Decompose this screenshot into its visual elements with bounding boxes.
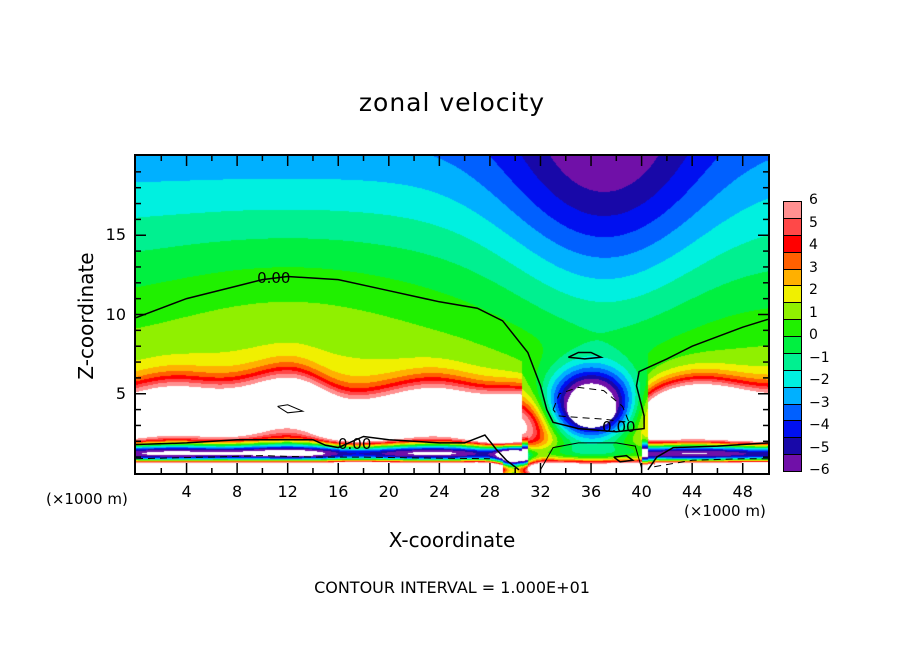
colorbar-tick-label: 0 [809,327,818,343]
colorbar-swatch [783,268,802,287]
x-tick-label: 32 [530,482,551,501]
negative-contour-surface [135,455,490,460]
colorbar-swatch [783,454,802,472]
colorbar-tick-label: 6 [809,192,818,208]
contour-label: 0.00 [338,435,371,453]
contour-small-bottom [613,454,635,463]
contour-label: 0.00 [257,269,290,287]
colorbar-swatch [783,285,802,304]
colorbar-tick-label: −2 [809,372,830,388]
x-tick-label: 28 [479,482,501,501]
colorbar-swatch [783,217,802,236]
x-tick-label: 8 [232,482,243,501]
colorbar-tick-label: −1 [809,349,830,366]
x-tick-label: 36 [580,482,602,501]
zero-contour-upper [135,275,769,433]
zero-contour-lower-right [647,442,769,471]
colorbar-swatch [783,302,802,321]
colorbar-tick-label: −3 [809,394,830,411]
velocity-field-heatmap [136,156,768,473]
x-tick-label: 44 [681,482,703,501]
colorbar-tick-label: 5 [809,214,818,231]
colorbar-tick-label: −4 [809,417,830,433]
x-tick-label: 24 [429,482,450,501]
x-tick-label: 4 [181,482,192,501]
colorbar-tick-label: 2 [809,282,818,298]
colorbar-swatch [783,369,802,388]
zero-contour-small-cell [567,351,604,360]
colorbar-swatch [783,420,802,439]
colorbar-tick-label: −5 [809,439,830,456]
y-tick-label: 5 [115,383,126,403]
plot-area: 0.00 0.00 0.00 [135,156,769,473]
colorbar-tick-label: −6 [809,462,830,478]
contour-interval-note: CONTOUR INTERVAL = 1.000E+01 [314,578,590,597]
colorbar-swatch [783,386,802,405]
x-unit-label-right: (×1000 m) [684,502,766,520]
negative-contour-surface-right [654,458,768,468]
colorbar-tick-label: 4 [809,237,818,253]
y-tick-label: 10 [105,304,126,324]
x-tick-label: 20 [378,482,399,501]
contour-label: 0.00 [602,418,635,436]
x-unit-label-left: (×1000 m) [46,490,128,508]
colorbar-swatch [783,201,802,219]
x-tick-label: 48 [732,482,753,501]
x-tick-label: 16 [328,482,349,501]
zero-contour-lower [135,434,520,471]
colorbar-swatch [783,319,802,337]
y-tick-label: 15 [105,225,126,245]
colorbar-swatch [783,336,802,354]
x-axis-title: X-coordinate [388,528,516,552]
colorbar-swatch [783,352,802,371]
colorbar-swatch [783,403,802,422]
colorbar [783,201,802,472]
colorbar-tick-label: 1 [809,304,818,321]
x-tick-label: 40 [631,482,652,501]
negative-cell-contour [552,386,630,423]
positive-contour-small [277,404,305,414]
x-tick-label: 12 [277,482,298,501]
contour-overlay: 0.00 0.00 0.00 [135,156,769,473]
colorbar-swatch [783,251,802,270]
chart-title: zonal velocity [358,88,546,117]
colorbar-swatch [783,234,802,253]
contour-bottom-cell [540,442,643,471]
colorbar-swatch [783,437,802,456]
colorbar-tick-label: 3 [809,259,818,276]
